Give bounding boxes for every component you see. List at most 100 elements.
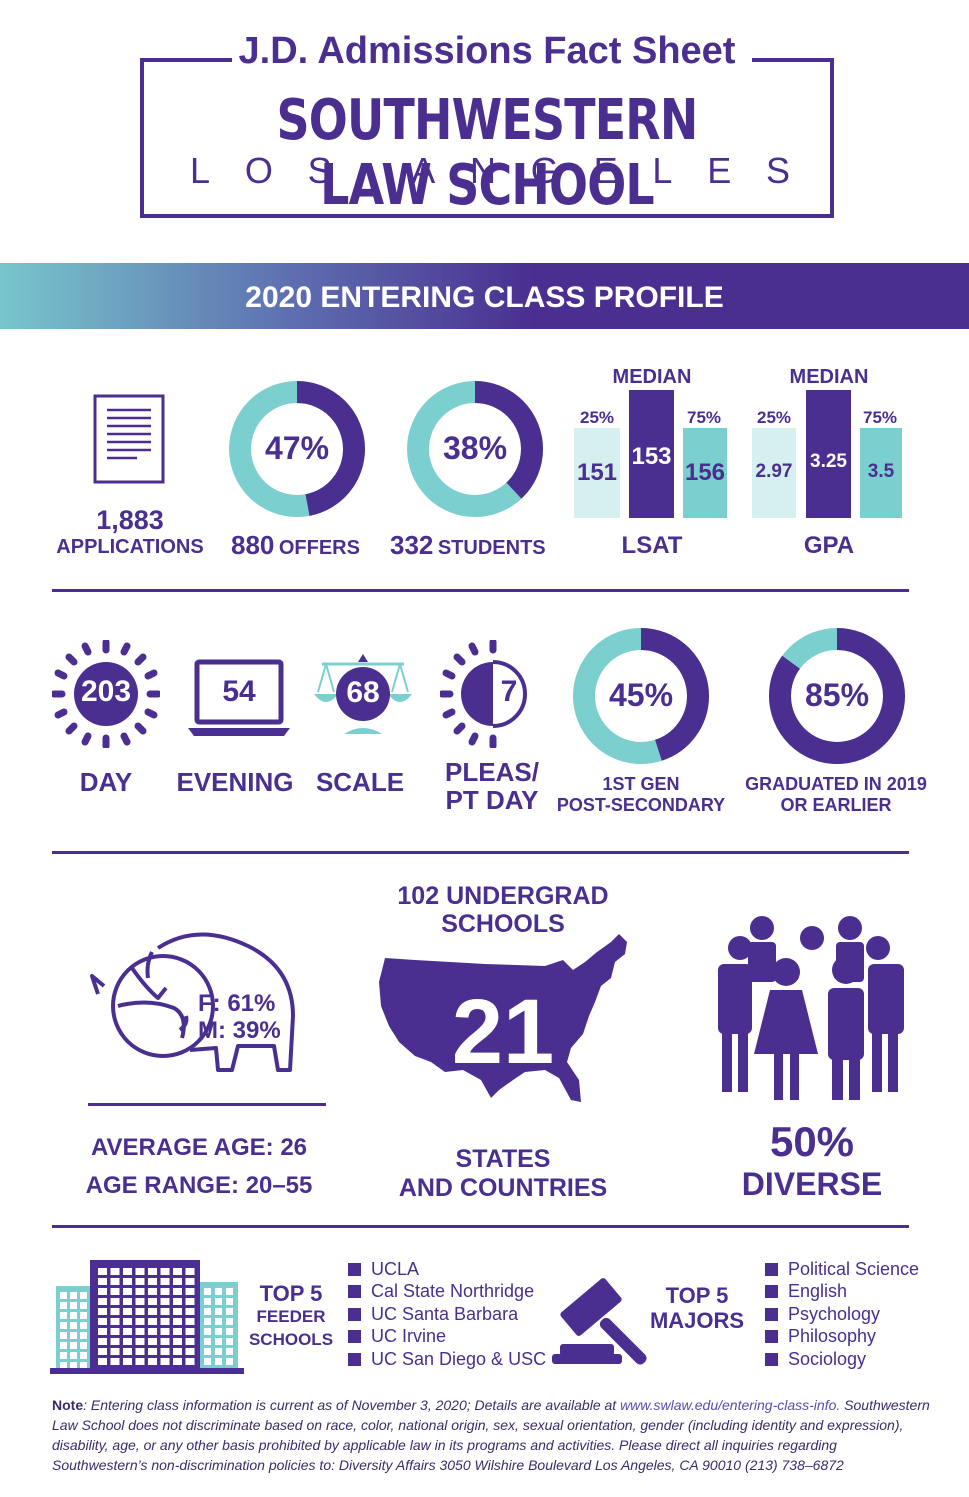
building-window <box>160 1318 170 1325</box>
bullet-square <box>348 1352 361 1366</box>
lsat-median-label: MEDIAN <box>612 366 692 388</box>
building-window <box>123 1268 132 1275</box>
building-window <box>204 1288 211 1295</box>
building-window <box>70 1342 77 1349</box>
majors-list: Political Science English Psychology Phi… <box>765 1258 935 1371</box>
feeder-title-line3: SCHOOLS <box>248 1330 334 1349</box>
building-window <box>80 1332 87 1339</box>
building-window <box>160 1308 170 1315</box>
details-link[interactable]: www.swlaw.edu/entering-class-info. <box>620 1397 841 1413</box>
building-window <box>98 1278 107 1285</box>
city-letter: L <box>190 150 211 191</box>
scales-icon <box>314 654 412 734</box>
building-window <box>110 1328 120 1335</box>
building-window <box>135 1298 145 1305</box>
building-window <box>110 1318 120 1325</box>
building-window <box>215 1348 222 1355</box>
building-window <box>204 1328 211 1335</box>
undergrad-schools: 102 UNDERGRAD SCHOOLS <box>380 882 626 938</box>
building-window <box>135 1358 145 1365</box>
building-window <box>123 1348 132 1355</box>
students-caption: 332 STUDENTS <box>390 530 565 561</box>
building-window <box>60 1322 67 1329</box>
diverse-label: DIVERSE <box>741 1166 883 1202</box>
list-item: Political Science <box>765 1258 935 1281</box>
evening-label: EVENING <box>176 767 294 797</box>
building-window <box>185 1288 195 1295</box>
building-window <box>185 1328 195 1335</box>
building-window <box>160 1288 170 1295</box>
building-window <box>226 1338 233 1345</box>
building-window <box>110 1268 120 1275</box>
building-window <box>110 1298 120 1305</box>
note-line1: : Entering class information is current … <box>83 1397 621 1413</box>
building-window <box>80 1342 87 1349</box>
undergrad-line2: SCHOOLS <box>441 910 565 938</box>
bullet-square <box>765 1330 778 1344</box>
states-value: 21 <box>451 981 555 1083</box>
building-window <box>135 1278 145 1285</box>
building-window <box>110 1358 120 1365</box>
building-window <box>123 1358 132 1365</box>
building-window <box>160 1348 170 1355</box>
diverse-value: 50% <box>769 1118 855 1165</box>
first-gen-percent: 45% <box>608 677 674 713</box>
list-item: UCLA <box>348 1258 548 1281</box>
gpa-p25-value: 2.97 <box>755 461 793 482</box>
building-window <box>185 1348 195 1355</box>
evening-value: 54 <box>222 675 256 708</box>
building-window <box>60 1342 67 1349</box>
city-letter: E <box>593 150 618 191</box>
building-window <box>226 1288 233 1295</box>
building-window <box>60 1352 67 1359</box>
graduated-percent: 85% <box>804 677 870 713</box>
building-window <box>148 1308 157 1315</box>
building-window <box>148 1338 157 1345</box>
bullet-square <box>348 1330 361 1344</box>
undergrad-line1: 102 UNDERGRAD <box>397 882 609 910</box>
building-window <box>185 1308 195 1315</box>
buildings-icon <box>50 1260 244 1374</box>
states-line2: AND COUNTRIES <box>398 1174 608 1202</box>
lsat-p75-label: 75% <box>686 408 722 427</box>
list-item: Philosophy <box>765 1326 935 1349</box>
lsat-median-bar <box>629 390 674 518</box>
building-window <box>185 1338 195 1345</box>
male-percent: M: 39% <box>198 1017 281 1044</box>
bullet-square <box>765 1285 778 1299</box>
day-value: 203 <box>80 675 132 708</box>
building-window <box>148 1348 157 1355</box>
building-window <box>60 1292 67 1299</box>
building-window <box>185 1268 195 1275</box>
first-gen-donut <box>573 628 709 764</box>
list-item: UC Irvine <box>348 1326 548 1349</box>
building-window <box>80 1302 87 1309</box>
feeder-title-line2: FEEDER <box>256 1307 326 1326</box>
gpa-p75-bar <box>860 428 902 518</box>
bullet-square <box>348 1262 361 1276</box>
offers-arc <box>229 381 365 517</box>
majors-title: TOP 5 MAJORS <box>644 1283 750 1333</box>
list-item: Psychology <box>765 1303 935 1326</box>
offers-percent: 47% <box>264 430 330 466</box>
building-window <box>135 1338 145 1345</box>
gpa-median-bar <box>806 390 851 518</box>
building-window <box>60 1332 67 1339</box>
note-label: Note <box>52 1397 84 1413</box>
gpa-label: GPA <box>803 532 855 559</box>
building-window <box>110 1288 120 1295</box>
building-window <box>70 1302 77 1309</box>
building-window <box>226 1358 233 1365</box>
lsat-p25-value: 151 <box>576 459 618 486</box>
building-window <box>173 1278 182 1285</box>
lsat-p25-bar <box>574 428 620 518</box>
graduated-label-line2: OR EARLIER <box>780 795 892 815</box>
offers-value: 880 <box>231 530 275 560</box>
graduated-arc <box>769 628 905 764</box>
building-window <box>204 1318 211 1325</box>
building-window <box>185 1358 195 1365</box>
applications-value: 1,883 <box>96 505 164 535</box>
people-icon <box>718 916 904 1100</box>
fact-sheet-title: J.D. Admissions Fact Sheet <box>238 30 736 72</box>
lsat-p75-value: 156 <box>684 459 726 486</box>
